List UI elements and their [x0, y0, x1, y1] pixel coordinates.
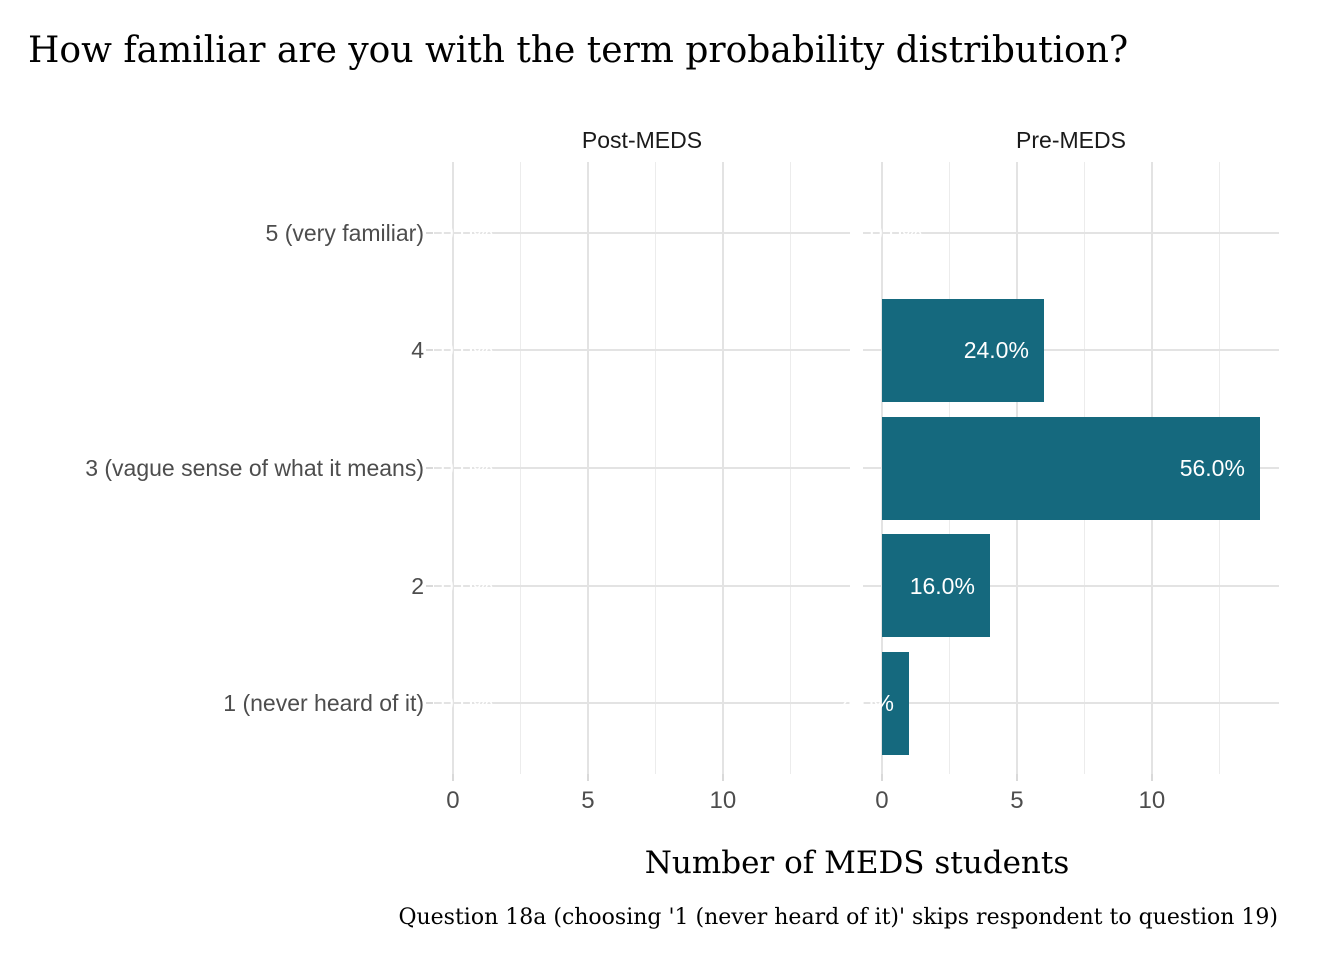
x-axis-tick-label: 10: [1138, 787, 1166, 814]
x-axis-tick-label: 0: [875, 787, 889, 814]
x-axis-tick-label: 5: [581, 787, 595, 814]
gridline-major: [434, 231, 850, 234]
bar: [881, 298, 1044, 402]
x-axis-tick-label: 10: [709, 787, 737, 814]
bar-value-label: 0.0%: [440, 690, 494, 717]
y-tick-mark: [426, 231, 433, 234]
bar-value-label: 0.0%: [869, 219, 923, 246]
facet-panel: 0.0% 24.0% 56.0% 16.0% 4.0% 0 5 10: [841, 162, 1279, 814]
y-axis-label: 1 (never heard of it): [223, 690, 424, 717]
chart-title: How familiar are you with the term proba…: [28, 30, 1129, 71]
y-axis-label: 3 (vague sense of what it means): [85, 455, 424, 481]
y-tick-mark: [426, 702, 433, 705]
bar-value-label: 24.0%: [963, 337, 1029, 364]
gridline-major: [434, 584, 850, 587]
gridline-major: [434, 467, 850, 469]
x-tick-mark: [1015, 774, 1018, 781]
gridline-major: [863, 584, 1279, 587]
x-tick-mark: [1150, 774, 1153, 781]
x-tick-mark: [451, 774, 454, 781]
bar-value-label: 4.0%: [841, 690, 894, 717]
x-axis-tick-label: 0: [446, 787, 460, 814]
gridline-major: [434, 349, 850, 352]
y-tick-mark: [426, 584, 433, 587]
x-axis-tick-label: 5: [1010, 787, 1024, 814]
y-tick-mark: [426, 349, 433, 352]
gridline-major: [434, 702, 850, 705]
facet-strip-label: Post-MEDS: [581, 127, 703, 153]
facet-panel: 0.0% 0.0% 0.0% 0.0% 0.0% 0 5 10: [434, 162, 850, 814]
x-axis-title: Number of MEDS students: [644, 845, 1070, 881]
chart-caption: Question 18a (choosing '1 (never heard o…: [398, 905, 1278, 930]
x-tick-mark: [721, 774, 724, 781]
facet-strip-label: Pre-MEDS: [1016, 127, 1126, 153]
gridline-major: [863, 702, 1279, 705]
y-tick-mark: [426, 467, 433, 469]
x-tick-mark: [880, 774, 883, 781]
gridline-major: [863, 349, 1279, 352]
bar-value-label: 0.0%: [440, 572, 494, 599]
bar-value-label: 0.0%: [440, 455, 494, 481]
bar-value-label: 56.0%: [1179, 455, 1245, 481]
bar: [881, 534, 990, 638]
bar: [881, 416, 1260, 520]
x-tick-mark: [586, 774, 589, 781]
y-axis-label: 4: [411, 337, 424, 364]
y-axis-label: 5 (very familiar): [265, 219, 424, 246]
bar-value-label: 16.0%: [909, 572, 975, 599]
gridline-major: [863, 231, 1279, 234]
bar-value-label: 0.0%: [440, 337, 494, 364]
y-axis-label: 2: [411, 572, 424, 599]
bar: [881, 651, 909, 755]
bar-value-label: 0.0%: [440, 219, 494, 246]
